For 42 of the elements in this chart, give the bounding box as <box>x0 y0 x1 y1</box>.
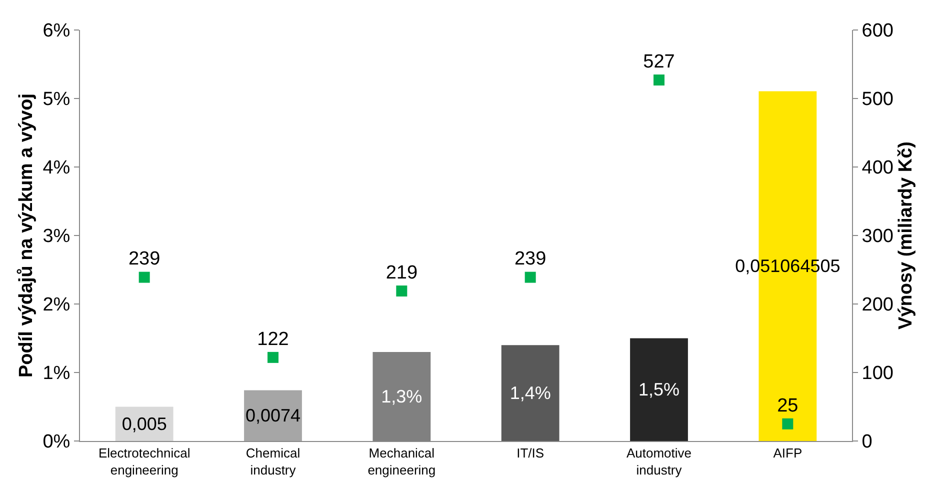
y2-tick-label: 600 <box>862 20 894 42</box>
data-label: 1,4% <box>510 383 551 404</box>
data-label: 219 <box>386 262 418 284</box>
data-label: 527 <box>643 51 675 72</box>
y-tick-label: 2% <box>42 294 70 316</box>
point <box>654 74 664 86</box>
y2-tick-label: 300 <box>862 226 894 248</box>
y2-tick-label: 100 <box>862 363 894 384</box>
bar <box>501 345 560 441</box>
x-tick-label: AIFP <box>773 446 802 461</box>
data-label: 239 <box>128 248 160 270</box>
y-tick-label: 0% <box>42 432 70 453</box>
point <box>138 272 150 283</box>
point <box>396 285 408 296</box>
y2-tick-label: 0 <box>862 432 872 453</box>
y-tick-label: 4% <box>42 158 70 179</box>
data-label: 239 <box>514 248 546 270</box>
y2-axis-title: Výnosy (miliardy Kč) <box>896 142 917 330</box>
y2-tick-label: 200 <box>862 294 894 316</box>
point <box>524 272 536 283</box>
data-label: 0,0074 <box>245 406 301 426</box>
data-label: 25 <box>777 395 798 416</box>
x-tick-label: IT/IS <box>516 446 544 461</box>
x-tick-label: Chemical industry <box>246 446 300 478</box>
x-tick-label: Mechanical engineering <box>368 446 436 478</box>
y-tick-label: 1% <box>42 363 70 384</box>
y-tick-label: 6% <box>42 20 70 42</box>
y-axis-title: Podíl výdajů na výzkum a vývoj <box>16 93 37 378</box>
bar <box>244 390 302 441</box>
y-tick-label: 3% <box>42 226 70 248</box>
data-label: 122 <box>257 328 289 350</box>
y2-tick-label: 500 <box>862 89 894 110</box>
data-label: 1,5% <box>638 380 680 400</box>
point <box>268 352 278 363</box>
point <box>782 418 794 430</box>
x-tick-label: Electrotechnical engineering <box>98 446 190 478</box>
data-label: 0,005 <box>122 414 167 434</box>
y-tick-label: 5% <box>42 89 70 110</box>
x-tick-label: Automotive industry <box>626 446 692 478</box>
bar <box>630 338 688 441</box>
y2-tick-label: 400 <box>862 158 894 179</box>
data-label: 1,3% <box>381 386 422 406</box>
